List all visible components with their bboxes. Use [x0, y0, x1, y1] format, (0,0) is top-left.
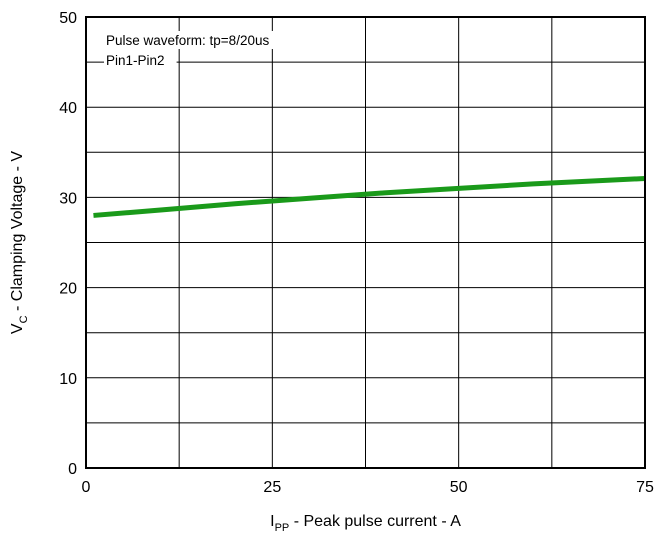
annotation-backdrop — [104, 51, 177, 69]
y-tick-label: 50 — [59, 10, 77, 27]
y-tick-label: 0 — [68, 461, 77, 478]
annotation-text: Pin1-Pin2 — [106, 53, 165, 68]
y-tick-label: 10 — [59, 371, 77, 388]
y-axis-title: VC - Clamping Voltage - V — [9, 151, 30, 334]
x-axis-title: IPP - Peak pulse current - A — [270, 513, 461, 533]
y-tick-label: 20 — [59, 281, 77, 298]
x-tick-label: 25 — [263, 479, 281, 496]
grid — [85, 16, 646, 469]
y-tick-label: 30 — [59, 190, 77, 207]
annotation-text: Pulse waveform: tp=8/20us — [106, 33, 269, 48]
y-tick-label: 40 — [59, 100, 77, 117]
x-tick-label: 50 — [450, 479, 468, 496]
annotations: Pulse waveform: tp=8/20us Pin1-Pin2 — [104, 31, 295, 69]
plot-frame — [85, 16, 646, 469]
x-tick-label: 75 — [636, 479, 654, 496]
series-line — [93, 175, 646, 218]
tick-labels: 0 25 50 75 0 10 20 30 40 50 — [59, 10, 654, 496]
x-tick-label: 0 — [82, 479, 91, 496]
annotation-backdrop — [104, 31, 295, 49]
series-layer — [93, 175, 646, 218]
